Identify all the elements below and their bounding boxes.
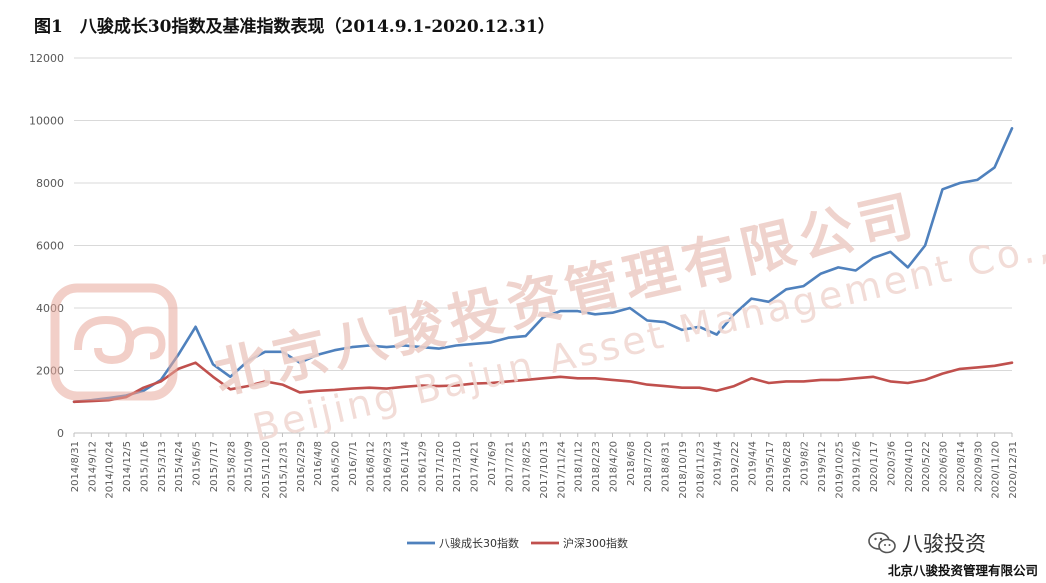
x-tick-label: 2020/9/30 [973,441,984,492]
x-tick-label: 2020/1/17 [869,441,880,492]
legend-label: 沪深300指数 [563,536,628,550]
brand-text: 八骏投资 [902,532,986,556]
x-tick-label: 2020/3/6 [886,441,897,486]
series-line-2 [72,361,1014,404]
x-tick-label: 2019/8/2 [800,441,811,486]
y-axis: 0 2000 4000 6000 8000 10000 12000 [29,52,64,440]
y-tick-label: 10000 [29,115,64,128]
x-tick-label: 2017/10/13 [539,441,550,499]
wechat-icon [868,531,896,560]
x-tick-label: 2019/10/25 [834,441,845,499]
y-tick-label: 2000 [36,365,64,378]
footer-company: 北京八骏投资管理有限公司 [887,563,1038,578]
x-tick-label: 2015/8/28 [226,441,237,492]
x-tick-label: 2020/6/30 [939,441,950,492]
x-tick-label: 2019/6/28 [782,441,793,492]
x-tick-label: 2018/8/31 [661,441,672,492]
x-tick-label: 2014/9/12 [87,441,98,492]
brand-label: 八骏投资 [868,528,986,560]
x-tick-label: 2018/7/20 [643,441,654,492]
x-tick-label: 2020/4/10 [904,441,915,492]
x-tick-label: 2015/10/9 [244,441,255,492]
x-tick-label: 2018/11/23 [695,441,706,499]
x-tick-label: 2019/5/17 [765,441,776,492]
x-tick-label: 2018/2/23 [591,441,602,492]
x-tick-label: 2017/3/10 [452,441,463,492]
y-tick-label: 0 [57,427,64,440]
x-tick-label: 2015/4/24 [174,441,185,492]
x-tick-label: 2017/11/24 [556,441,567,499]
legend-item-1: 八骏成长30指数 [407,536,519,550]
x-tick-label: 2017/6/9 [487,441,498,486]
x-tick-label: 2016/5/20 [331,441,342,492]
x-tick-label: 2018/1/12 [574,441,585,492]
x-tick-label: 2016/9/23 [383,441,394,492]
x-tick-label: 2016/11/4 [400,441,411,492]
series-lines [72,127,1014,404]
legend: 八骏成长30指数 沪深300指数 [407,536,628,550]
x-tick-label: 2019/9/12 [817,441,828,492]
x-tick-label: 2015/11/20 [261,441,272,499]
y-tick-label: 6000 [36,240,64,253]
x-tick-label: 2020/12/31 [1008,441,1019,499]
x-tick-label: 2016/2/29 [296,441,307,492]
x-tick-label: 2015/12/31 [278,441,289,499]
x-tick-label: 2020/11/20 [991,441,1002,499]
x-axis: 2014/8/31 2014/9/12 2014/10/24 2014/12/5 201… [70,433,1019,499]
x-tick-label: 2018/6/8 [626,441,637,486]
x-tick-label: 2017/7/21 [504,441,515,492]
x-tick-label: 2015/3/13 [157,441,168,492]
x-tick-label: 2016/7/1 [348,441,359,486]
x-tick-label: 2014/8/31 [70,441,81,492]
x-tick-label: 2019/2/22 [730,441,741,492]
chart-title: 图1 八骏成长30指数及基准指数表现（2014.9.1-2020.12.31） [34,17,555,37]
x-tick-label: 2018/4/20 [608,441,619,492]
y-tick-label: 12000 [29,52,64,65]
x-tick-label: 2020/8/14 [956,441,967,492]
x-tick-label: 2017/4/21 [470,441,481,492]
x-tick-label: 2018/10/19 [678,441,689,499]
x-tick-label: 2014/10/24 [105,441,116,499]
x-tick-label: 2019/1/4 [713,441,724,486]
x-tick-label: 2015/7/17 [209,441,220,492]
x-tick-label: 2019/12/6 [852,441,863,492]
x-tick-label: 2017/8/25 [522,441,533,492]
x-tick-label: 2016/4/8 [313,441,324,486]
x-tick-label: 2016/8/12 [365,441,376,492]
x-tick-label: 2020/5/22 [921,441,932,492]
legend-item-2: 沪深300指数 [531,536,628,550]
y-tick-label: 8000 [36,177,64,190]
x-tick-label: 2017/1/20 [435,441,446,492]
y-tick-label: 4000 [36,302,64,315]
x-tick-label: 2019/4/4 [747,441,758,486]
x-tick-label: 2016/12/9 [417,441,428,492]
x-tick-label: 2015/1/16 [139,441,150,492]
series-line-1 [72,127,1014,404]
x-tick-label: 2014/12/5 [122,441,133,492]
x-tick-label: 2015/6/5 [192,441,203,486]
legend-label: 八骏成长30指数 [439,536,519,550]
